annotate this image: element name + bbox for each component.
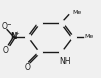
Text: NH: NH bbox=[59, 57, 70, 66]
Text: N: N bbox=[10, 32, 16, 41]
Text: +: + bbox=[14, 31, 19, 36]
Text: −: − bbox=[6, 22, 11, 27]
Text: O: O bbox=[3, 46, 9, 55]
Text: O: O bbox=[24, 63, 30, 72]
Text: Me: Me bbox=[85, 34, 94, 39]
Text: Me: Me bbox=[73, 10, 82, 15]
Text: O: O bbox=[2, 22, 8, 31]
